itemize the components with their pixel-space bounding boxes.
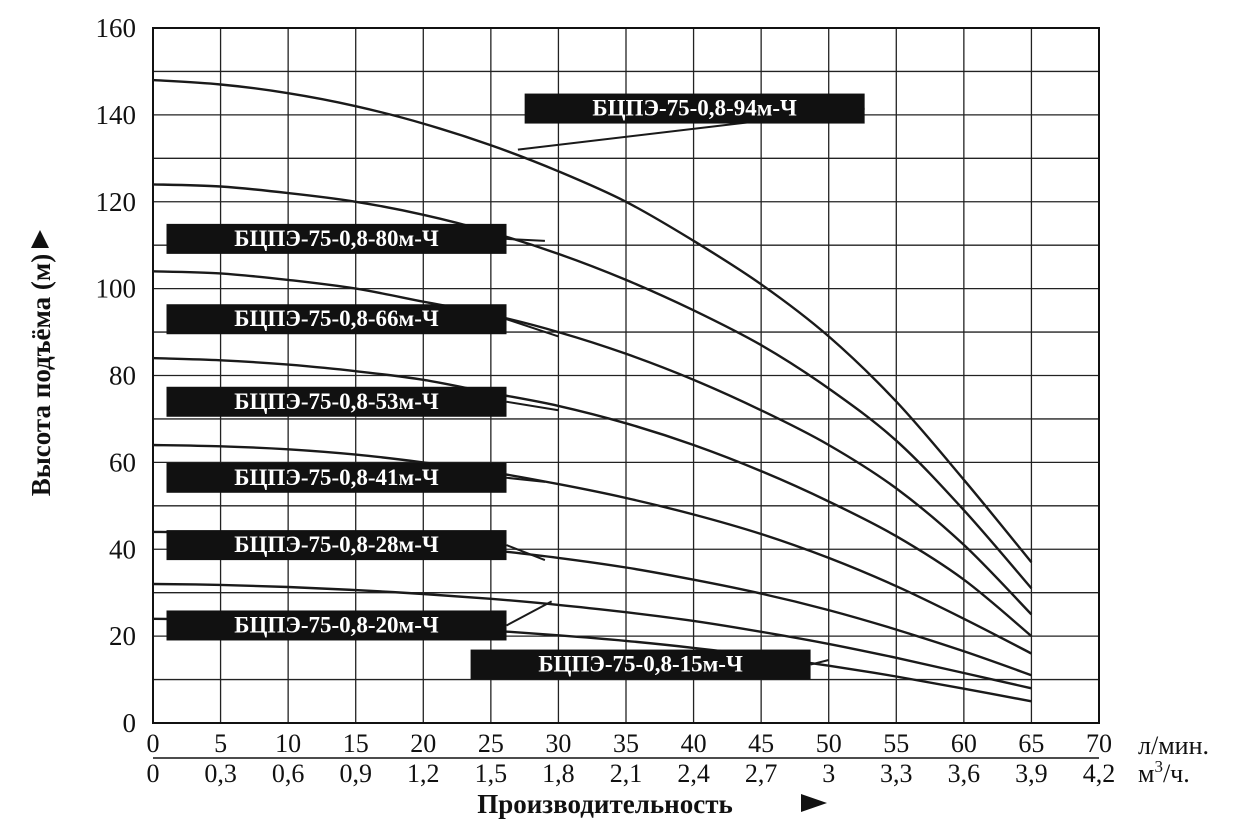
curve-label-box [166, 462, 507, 493]
x-secondary-tick-label: 1,2 [407, 759, 440, 788]
x-secondary-tick-label: 3 [822, 759, 835, 788]
x-secondary-tick-label: 0 [147, 759, 160, 788]
x-secondary-tick-label: 1,8 [542, 759, 575, 788]
y-tick-label: 40 [109, 534, 136, 564]
x-secondary-tick-label: 2,7 [745, 759, 778, 788]
curve-label: БЦПЭ-75-0,8-15м-Ч [538, 652, 743, 677]
curve-layer [152, 78, 1033, 703]
x-tick-label: 15 [343, 729, 369, 758]
grid-layer [152, 27, 1100, 724]
x-secondary-tick-label: 1,5 [475, 759, 508, 788]
curve-label-box [166, 610, 507, 641]
y-tick-label: 160 [96, 13, 137, 43]
x-secondary-tick-label: 3,3 [880, 759, 913, 788]
x-secondary-tick-label: 4,2 [1083, 759, 1116, 788]
y-tick-label: 80 [109, 361, 136, 391]
curve-label-box [524, 93, 865, 124]
x-tick-label: 65 [1018, 729, 1044, 758]
y-tick-label: 0 [123, 708, 137, 738]
curve-label: БЦПЭ-75-0,8-94м-Ч [592, 96, 797, 121]
curve-label: БЦПЭ-75-0,8-20м-Ч [234, 612, 439, 637]
x-tick-label: 40 [681, 729, 707, 758]
x-axis-title-arrow-icon [801, 794, 827, 812]
curve-label-box [166, 223, 507, 254]
x-secondary-tick-label: 2,4 [677, 759, 710, 788]
y-axis-title-arrow-icon [31, 230, 49, 248]
x-tick-label: 30 [545, 729, 571, 758]
series-line-1 [152, 183, 1033, 590]
curve-label-box [166, 530, 507, 561]
x-tick-label: 20 [410, 729, 436, 758]
series-line-0 [152, 78, 1033, 564]
series-line-4 [152, 443, 1032, 655]
y-axis-title: Высота подъёма (м) [26, 254, 56, 497]
plot-frame [152, 27, 1100, 724]
x-tick-label: 55 [883, 729, 909, 758]
curve-label: БЦПЭ-75-0,8-41м-Ч [234, 465, 439, 490]
x-secondary-unit-main: м [1138, 759, 1154, 788]
x-secondary-unit-sup: 3 [1154, 757, 1163, 776]
series-line-6 [152, 582, 1032, 690]
series-line-2 [152, 270, 1033, 616]
x-secondary-tick-label: 0,9 [339, 759, 372, 788]
x-tick-label: 45 [748, 729, 774, 758]
x-tick-label: 50 [816, 729, 842, 758]
x-tick-label: 0 [147, 729, 160, 758]
x-tick-label: 5 [214, 729, 227, 758]
curve-label-leader [506, 600, 553, 627]
x-primary-unit: л/мин. [1138, 731, 1209, 760]
x-tick-label: 25 [478, 729, 504, 758]
x-secondary-unit-tail: /ч. [1163, 759, 1190, 788]
x-secondary-tick-label: 3,6 [948, 759, 981, 788]
x-tick-label: 70 [1086, 729, 1112, 758]
x-tick-label: 10 [275, 729, 301, 758]
x-secondary-unit: м3/ч. [1138, 757, 1190, 788]
curve-label: БЦПЭ-75-0,8-66м-Ч [234, 306, 439, 331]
y-tick-label: 100 [96, 274, 137, 304]
curve-label-leader [506, 476, 546, 483]
curve-label-leader [506, 400, 559, 412]
x-tick-label: 35 [613, 729, 639, 758]
series-line-3 [152, 356, 1033, 638]
y-tick-label: 60 [109, 447, 136, 477]
x-axis-title: Производительность [477, 789, 733, 819]
x-secondary-tick-label: 2,1 [610, 759, 643, 788]
curve-label: БЦПЭ-75-0,8-80м-Ч [234, 226, 439, 251]
y-tick-label: 140 [96, 100, 137, 130]
curve-label: БЦПЭ-75-0,8-28м-Ч [234, 532, 439, 557]
x-secondary-tick-label: 0,3 [204, 759, 237, 788]
curve-label-box [166, 386, 507, 417]
curve-label-box [166, 304, 507, 335]
curve-label-layer: БЦПЭ-75-0,8-94м-Ч БЦПЭ-75-0,8-80м-Ч БЦПЭ-7… [166, 93, 865, 680]
curve-label-box [470, 649, 811, 680]
curve-label-leader [506, 237, 545, 242]
curve-label-leader [506, 544, 546, 562]
x-secondary-tick-label: 3,9 [1015, 759, 1048, 788]
x-tick-label: 60 [951, 729, 977, 758]
y-tick-label: 120 [96, 187, 137, 217]
curve-label-leader [810, 659, 829, 666]
x-secondary-tick-label: 0,6 [272, 759, 305, 788]
curve-label: БЦПЭ-75-0,8-53м-Ч [234, 389, 439, 414]
y-tick-label: 20 [109, 621, 136, 651]
curve-label-leader [506, 318, 559, 338]
